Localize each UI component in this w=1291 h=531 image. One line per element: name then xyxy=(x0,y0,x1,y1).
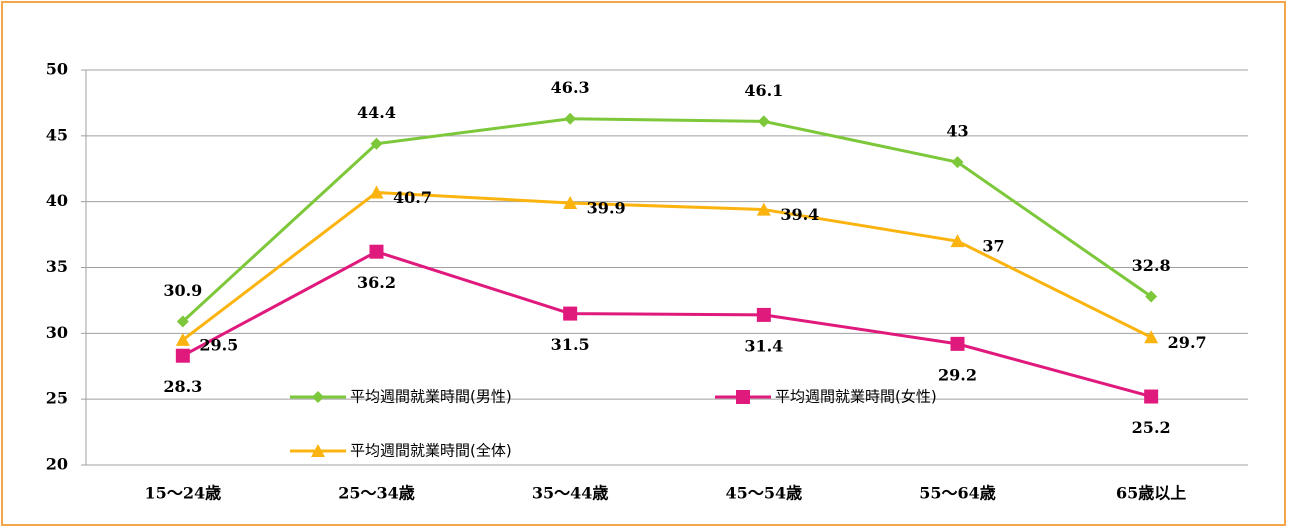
series-line xyxy=(181,190,1152,342)
data-label: 29.5 xyxy=(199,335,238,354)
data-point xyxy=(1145,290,1158,303)
legend-marker xyxy=(311,444,325,457)
legend-marker xyxy=(736,390,750,404)
y-tick-label: 25 xyxy=(46,389,68,408)
data-label: 30.9 xyxy=(163,281,202,300)
series-line xyxy=(181,117,1153,323)
y-tick-label: 40 xyxy=(46,191,68,210)
data-point xyxy=(756,307,771,322)
data-label: 37 xyxy=(982,237,1004,256)
x-tick-label: 25～34歳 xyxy=(338,484,415,503)
series-line xyxy=(182,250,1152,398)
data-label: 39.4 xyxy=(780,205,819,224)
data-point xyxy=(1144,330,1159,344)
legend-text: 平均週間就業時間(男性) xyxy=(350,388,512,406)
x-tick-label: 15～24歳 xyxy=(145,484,222,503)
data-point xyxy=(175,332,190,346)
data-point xyxy=(950,234,965,248)
data-point xyxy=(950,336,965,351)
x-tick-label: 45～54歳 xyxy=(726,484,803,503)
data-point xyxy=(756,202,771,216)
data-label: 39.9 xyxy=(587,198,626,217)
legend-text: 平均週間就業時間(女性) xyxy=(775,388,937,406)
y-tick-label: 30 xyxy=(46,323,68,342)
data-point xyxy=(370,137,383,150)
data-point xyxy=(369,244,384,259)
data-point xyxy=(1144,389,1159,404)
x-tick-label: 35～44歳 xyxy=(532,484,609,503)
data-point xyxy=(563,306,578,321)
data-label: 29.7 xyxy=(1168,333,1207,352)
data-label: 46.1 xyxy=(744,81,783,100)
data-label: 43 xyxy=(946,122,968,141)
data-point xyxy=(564,112,577,125)
legend-marker xyxy=(312,391,324,403)
legend-text: 平均週間就業時間(全体) xyxy=(350,442,512,460)
data-label: 32.8 xyxy=(1132,256,1171,275)
y-tick-label: 35 xyxy=(46,257,68,276)
x-tick-label: 65歳以上 xyxy=(1116,484,1186,503)
data-point xyxy=(563,195,578,209)
data-point xyxy=(951,156,964,169)
data-label: 25.2 xyxy=(1132,418,1171,437)
data-label: 31.4 xyxy=(744,336,783,355)
data-label: 40.7 xyxy=(393,188,432,207)
data-point xyxy=(175,348,190,363)
y-tick-label: 20 xyxy=(46,455,68,474)
x-tick-label: 55～64歳 xyxy=(919,484,996,503)
data-label: 29.2 xyxy=(938,365,977,384)
data-label: 46.3 xyxy=(551,78,590,97)
data-point xyxy=(369,185,384,199)
y-tick-label: 50 xyxy=(46,60,68,79)
data-label: 31.5 xyxy=(551,335,590,354)
data-label: 36.2 xyxy=(357,273,396,292)
data-point xyxy=(176,315,189,328)
data-label: 44.4 xyxy=(357,103,396,122)
y-tick-label: 45 xyxy=(46,125,68,144)
data-point xyxy=(757,115,770,128)
data-label: 28.3 xyxy=(163,377,202,396)
